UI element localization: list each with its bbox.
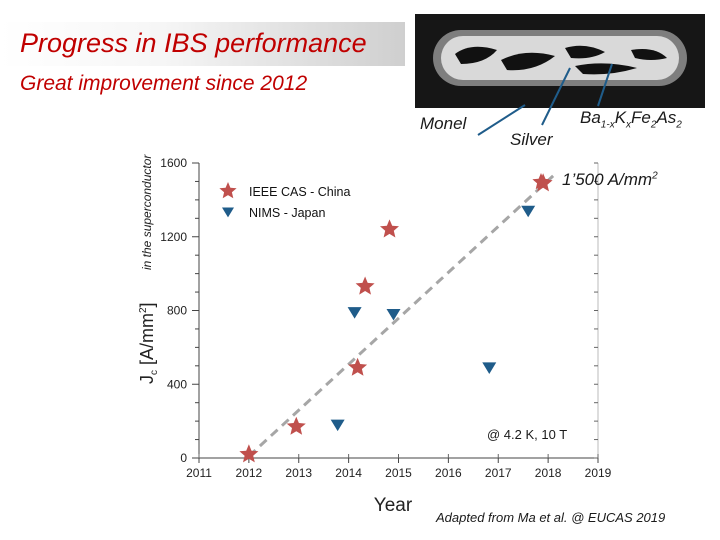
legend-marker-china xyxy=(219,182,237,199)
y-axis-label: Jc [A/mm2] xyxy=(137,302,160,384)
y-tick-label: 0 xyxy=(180,451,187,465)
label-silver: Silver xyxy=(510,130,553,149)
y-tick-label: 1200 xyxy=(160,230,187,244)
data-point-china-2 xyxy=(348,357,368,376)
x-tick-label: 2014 xyxy=(335,466,362,480)
title-bar xyxy=(0,22,405,66)
record-star-marker xyxy=(532,173,550,190)
pointer-line-silver xyxy=(541,67,571,126)
label-condition: @ 4.2 K, 10 T xyxy=(487,427,568,442)
data-point-japan-1 xyxy=(347,307,362,319)
data-point-japan-3 xyxy=(482,362,497,374)
y-axis-label-unit: [A/mm xyxy=(137,313,157,370)
y-tick-label: 400 xyxy=(167,377,187,391)
credit-note: Adapted from Ma et al. @ EUCAS 2019 xyxy=(436,510,666,525)
trend-line xyxy=(247,174,555,458)
legend: IEEE CAS - China NIMS - Japan xyxy=(219,182,350,220)
pointer-line-compound xyxy=(597,63,613,107)
data-point-japan-4 xyxy=(521,205,536,218)
data-point-china-3 xyxy=(355,276,375,295)
y-tick-label: 1600 xyxy=(160,156,187,170)
x-tick-label: 2016 xyxy=(435,466,462,480)
label-monel: Monel xyxy=(420,114,467,133)
pointer-line-monel xyxy=(477,104,526,136)
page-title: Progress in IBS performance xyxy=(20,28,367,58)
y-tick-label: 800 xyxy=(167,304,187,318)
data-point-china-4 xyxy=(380,219,399,238)
y-axis-label-sup: 2 xyxy=(138,307,149,313)
tape-cross-section-photo xyxy=(415,14,705,108)
x-tick-label: 2017 xyxy=(485,466,512,480)
legend-label-japan: NIMS - Japan xyxy=(249,206,325,220)
data-point-china-0 xyxy=(239,444,259,463)
label-compound: Ba1-xKxFe2As2 xyxy=(580,108,682,131)
data-point-japan-0 xyxy=(330,419,345,432)
x-tick-label: 2019 xyxy=(585,466,612,480)
x-tick-label: 2018 xyxy=(535,466,562,480)
y-axis-label-extra: in the superconductor xyxy=(140,154,154,270)
x-tick-label: 2015 xyxy=(385,466,412,480)
y-axis-label-sub: c xyxy=(149,370,160,375)
legend-marker-japan xyxy=(222,207,234,218)
legend-label-china: IEEE CAS - China xyxy=(249,185,350,199)
label-record: 1’500 A/mm2 xyxy=(562,170,658,189)
data-point-japan-2 xyxy=(386,308,401,321)
tape-cross-section-image xyxy=(433,30,687,86)
y-axis-label-main: J xyxy=(137,375,157,384)
x-tick-label: 2011 xyxy=(186,466,212,480)
x-tick-label: 2013 xyxy=(285,466,312,480)
svg-text:Jc [A/mm2]: Jc [A/mm2] xyxy=(137,302,160,384)
x-axis-label: Year xyxy=(374,495,413,516)
x-tick-label: 2012 xyxy=(236,466,263,480)
y-axis-label-close: ] xyxy=(137,302,157,307)
data-point-china-1 xyxy=(286,416,306,435)
page-subtitle: Great improvement since 2012 xyxy=(20,72,308,95)
